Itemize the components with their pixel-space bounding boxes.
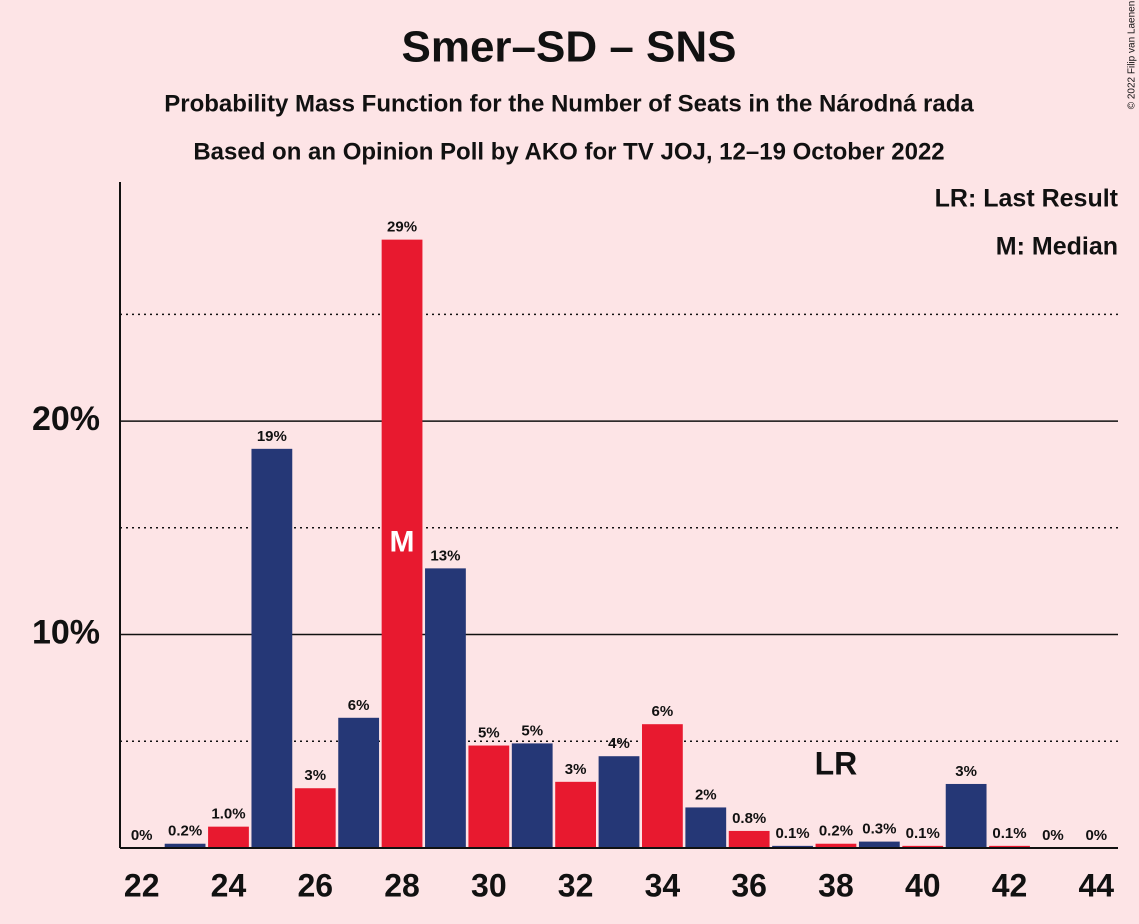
bar	[425, 568, 466, 848]
bar	[164, 843, 206, 848]
bar	[772, 845, 813, 848]
value-label: 0.8%	[732, 810, 766, 827]
median-marker: M	[390, 526, 415, 559]
value-label: 0%	[1042, 827, 1064, 844]
x-tick-label: 28	[384, 867, 420, 903]
bar	[294, 788, 336, 848]
x-tick-label: 34	[645, 867, 681, 903]
bar	[511, 743, 553, 848]
x-tick-label: 36	[731, 867, 767, 903]
x-tick-label: 30	[471, 867, 507, 903]
bar	[468, 745, 510, 848]
bar	[598, 756, 640, 848]
value-label: 0.1%	[906, 825, 940, 842]
copyright: © 2022 Filip van Laenen	[1127, 1, 1138, 110]
value-label: 0.2%	[168, 823, 202, 840]
x-tick-label: 26	[297, 867, 333, 903]
y-tick-label: 20%	[32, 400, 100, 438]
value-label: 4%	[608, 735, 630, 752]
chart-subtitle: Based on an Opinion Poll by AKO for TV J…	[193, 138, 944, 165]
bar	[945, 783, 987, 848]
bar	[381, 239, 423, 848]
x-tick-label: 24	[211, 867, 247, 903]
value-label: 1.0%	[211, 806, 245, 823]
bar	[685, 807, 727, 848]
value-label: 3%	[955, 763, 977, 780]
bar	[208, 826, 249, 848]
legend-entry: M: Median	[996, 233, 1118, 261]
legend-entry: LR: Last Result	[935, 185, 1119, 213]
y-tick-label: 10%	[32, 614, 100, 652]
chart-subtitle: Probability Mass Function for the Number…	[164, 90, 974, 117]
value-label: 3%	[565, 761, 587, 778]
x-tick-label: 42	[992, 867, 1028, 903]
value-label: 0.3%	[862, 821, 896, 838]
value-label: 5%	[521, 722, 543, 739]
x-tick-label: 44	[1079, 867, 1115, 903]
value-label: 6%	[652, 703, 674, 720]
bar	[858, 841, 900, 848]
value-label: 3%	[304, 767, 326, 784]
value-label: 19%	[257, 428, 287, 445]
value-label: 0.1%	[992, 825, 1026, 842]
x-tick-label: 38	[818, 867, 854, 903]
value-label: 6%	[348, 697, 370, 714]
x-tick-label: 40	[905, 867, 941, 903]
x-tick-label: 32	[558, 867, 594, 903]
value-label: 0%	[1085, 827, 1107, 844]
chart-title: Smer–SD – SNS	[401, 23, 736, 72]
bar	[989, 845, 1030, 848]
last-result-marker: LR	[815, 745, 858, 781]
bar	[251, 448, 293, 848]
x-tick-label: 22	[124, 867, 160, 903]
value-label: 0%	[131, 827, 153, 844]
value-label: 13%	[430, 547, 460, 564]
value-label: 5%	[478, 725, 500, 742]
value-label: 0.1%	[775, 825, 809, 842]
bar	[815, 843, 857, 848]
value-label: 2%	[695, 786, 717, 803]
value-label: 0.2%	[819, 823, 853, 840]
bar	[902, 845, 944, 848]
bar	[641, 724, 683, 848]
bar	[338, 717, 380, 848]
bar	[728, 830, 770, 848]
value-label: 29%	[387, 219, 417, 236]
bar	[555, 781, 597, 848]
